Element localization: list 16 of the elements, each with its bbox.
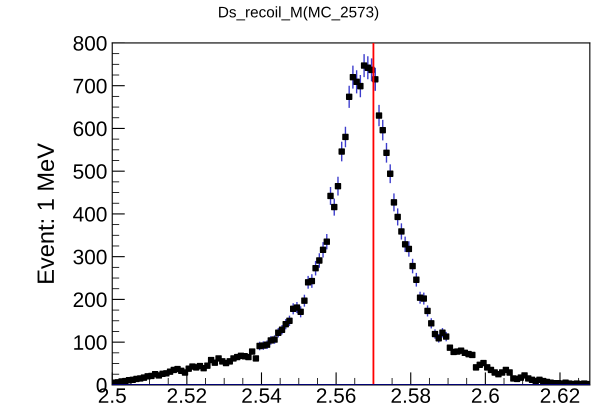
x-tick-label: 2.54 — [242, 388, 282, 403]
x-tick-label: 2.6 — [472, 388, 499, 403]
chart-title: Ds_recoil_M(MC_2573) — [219, 6, 378, 20]
y-tick-label: 600 — [74, 121, 107, 136]
y-axis-title: Event: 1 MeV — [38, 143, 54, 283]
y-tick-label: 100 — [74, 335, 107, 350]
y-tick-label: 500 — [73, 164, 107, 179]
y-tick-label: 300 — [73, 250, 107, 264]
y-tick-label: 800 — [74, 36, 107, 51]
y-tick-label: 200 — [74, 292, 107, 308]
y-tick-label: 400 — [73, 206, 107, 222]
x-tick-label: 2.56 — [316, 388, 356, 403]
x-tick-label: 2.52 — [168, 388, 206, 403]
y-tick-label: 700 — [74, 78, 107, 94]
x-tick-label: 2.62 — [540, 388, 580, 403]
x-tick-label: 2.58 — [392, 388, 430, 403]
